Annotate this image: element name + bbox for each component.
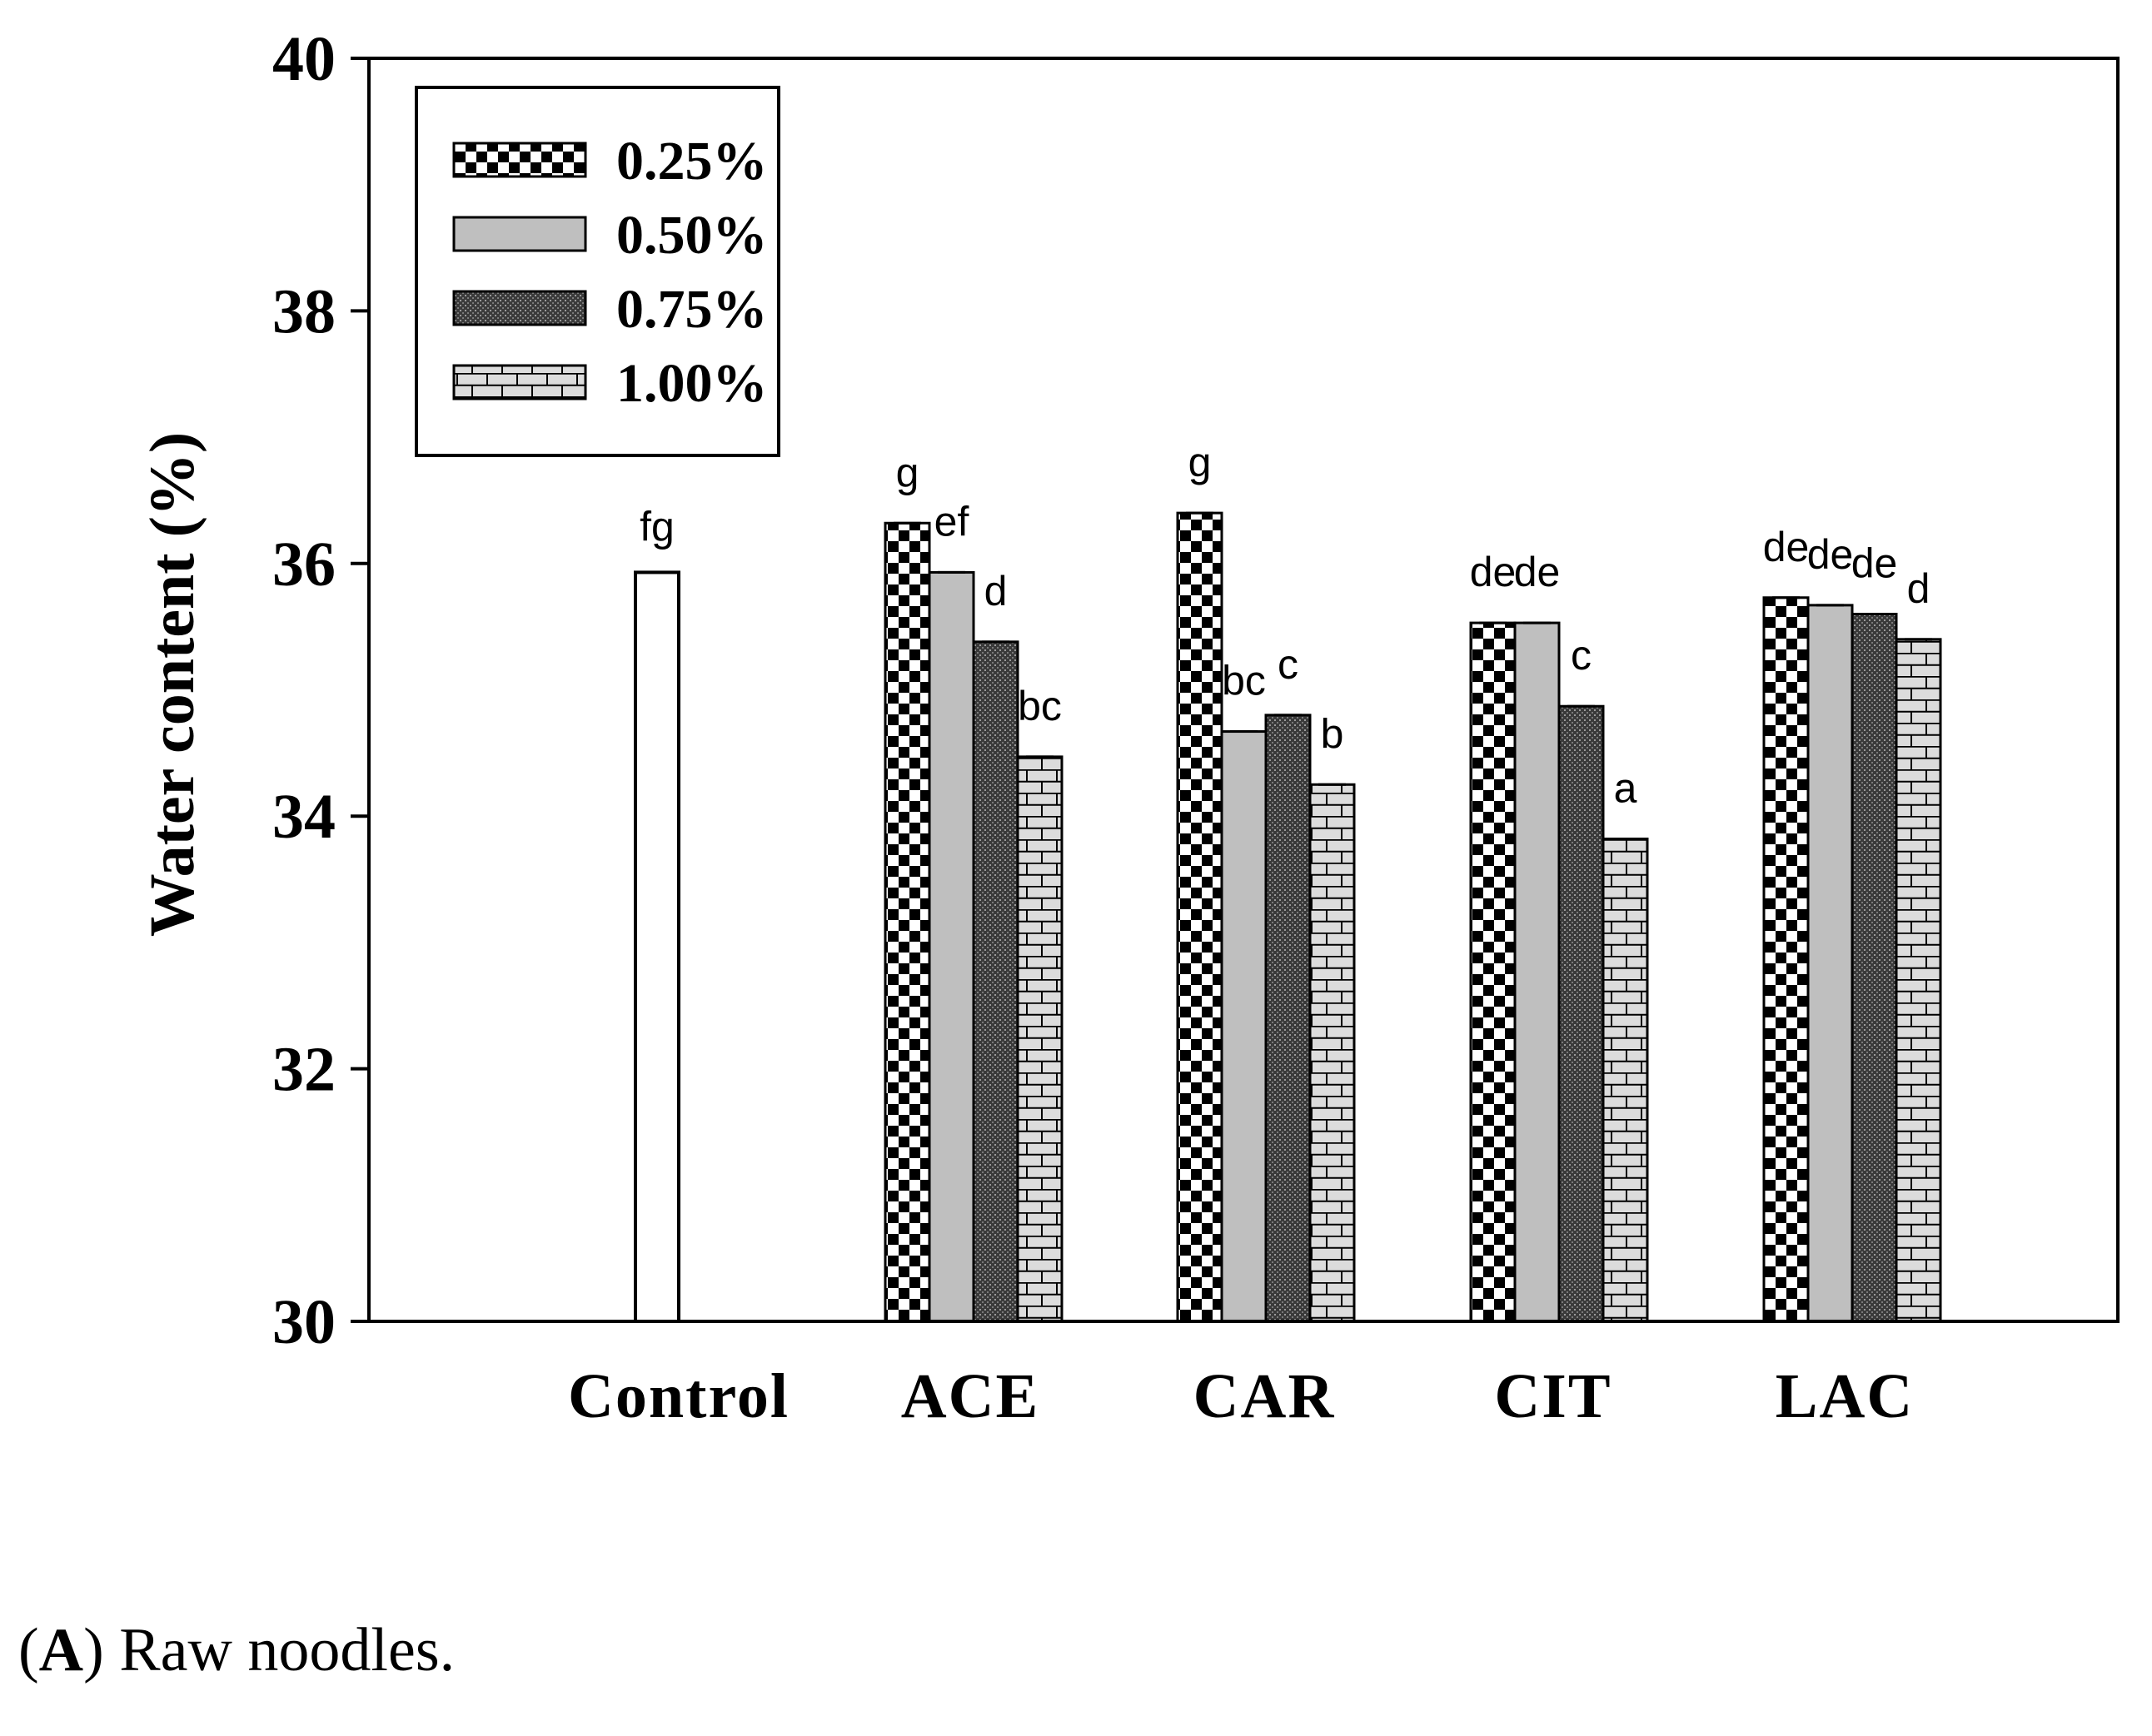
y-axis-ticks: 30 32 34 36 38 40 — [272, 24, 369, 1357]
sig-letter: c — [1278, 641, 1298, 688]
bar-car-0 — [1176, 511, 1223, 1323]
legend-label: 1.00% — [616, 353, 768, 414]
bar-car-2 — [1264, 714, 1312, 1323]
x-category-label: CIT — [1494, 1361, 1612, 1431]
sig-letter: de — [1763, 524, 1810, 570]
legend-swatch — [452, 142, 587, 178]
sig-letter: g — [1188, 439, 1212, 485]
x-category-label: Control — [568, 1361, 790, 1431]
bar-car-3 — [1308, 783, 1356, 1323]
plot-area-frame — [367, 57, 2120, 1323]
y-axis-title: Water content (%) — [137, 432, 207, 937]
x-category-label: CAR — [1193, 1361, 1336, 1431]
sig-letter: de — [1851, 540, 1898, 586]
sig-letter: d — [984, 568, 1008, 614]
bar-control — [634, 570, 680, 1323]
sig-letter: de — [1807, 531, 1854, 578]
y-tick-label: 30 — [272, 1287, 336, 1357]
legend-label: 0.75% — [616, 279, 768, 340]
bar-ace-0 — [884, 521, 931, 1323]
bars-layer — [634, 511, 1942, 1323]
y-tick-label: 36 — [272, 530, 336, 599]
legend-swatch — [452, 290, 587, 326]
bar-cit-0 — [1469, 621, 1517, 1323]
y-tick-label: 34 — [272, 782, 336, 852]
bar-cit-2 — [1557, 704, 1605, 1323]
bar-cit-1 — [1513, 621, 1561, 1323]
x-category-label: LAC — [1776, 1361, 1914, 1431]
legend-items: 0.25% 0.50% 0.75% 1.00% — [452, 131, 768, 414]
sig-letter: bc — [1018, 683, 1062, 729]
y-tick-label: 38 — [272, 276, 336, 346]
bar-lac-0 — [1762, 596, 1810, 1323]
legend: 0.25% 0.50% 0.75% 1.00% — [415, 86, 780, 457]
bar-cit-3 — [1602, 838, 1649, 1323]
sig-letter: de — [1470, 549, 1517, 595]
legend-label: 0.25% — [616, 131, 768, 192]
legend-label: 0.50% — [616, 205, 768, 266]
y-tick-label: 40 — [272, 24, 336, 94]
bar-car-1 — [1220, 730, 1268, 1323]
x-category-label: ACE — [901, 1361, 1039, 1431]
sig-letter: a — [1614, 765, 1637, 812]
bar-ace-1 — [928, 570, 975, 1323]
caption-text: Raw noodles. — [103, 1616, 456, 1684]
legend-swatch — [452, 216, 587, 252]
caption-label: A — [38, 1616, 84, 1684]
sig-letter: g — [896, 449, 919, 495]
sig-letter: d — [1907, 565, 1930, 612]
bar-ace-2 — [972, 640, 1019, 1323]
bar-ace-3 — [1016, 755, 1064, 1323]
sig-letter-control: fg — [640, 503, 675, 550]
bar-lac-2 — [1851, 612, 1898, 1323]
sig-letter: b — [1321, 710, 1344, 757]
sig-letter: de — [1514, 549, 1561, 595]
sig-letter: c — [1571, 632, 1592, 679]
bar-lac-1 — [1806, 604, 1854, 1323]
legend-swatch — [452, 364, 587, 400]
figure-caption: (A) Raw noodles. — [18, 1616, 456, 1684]
bar-lac-3 — [1895, 638, 1942, 1323]
y-tick-label: 32 — [272, 1035, 336, 1105]
x-axis-category-labels: Control ACE CAR CIT LAC — [568, 1361, 1914, 1431]
sig-letter: bc — [1222, 658, 1266, 704]
sig-letter: ef — [934, 498, 969, 545]
